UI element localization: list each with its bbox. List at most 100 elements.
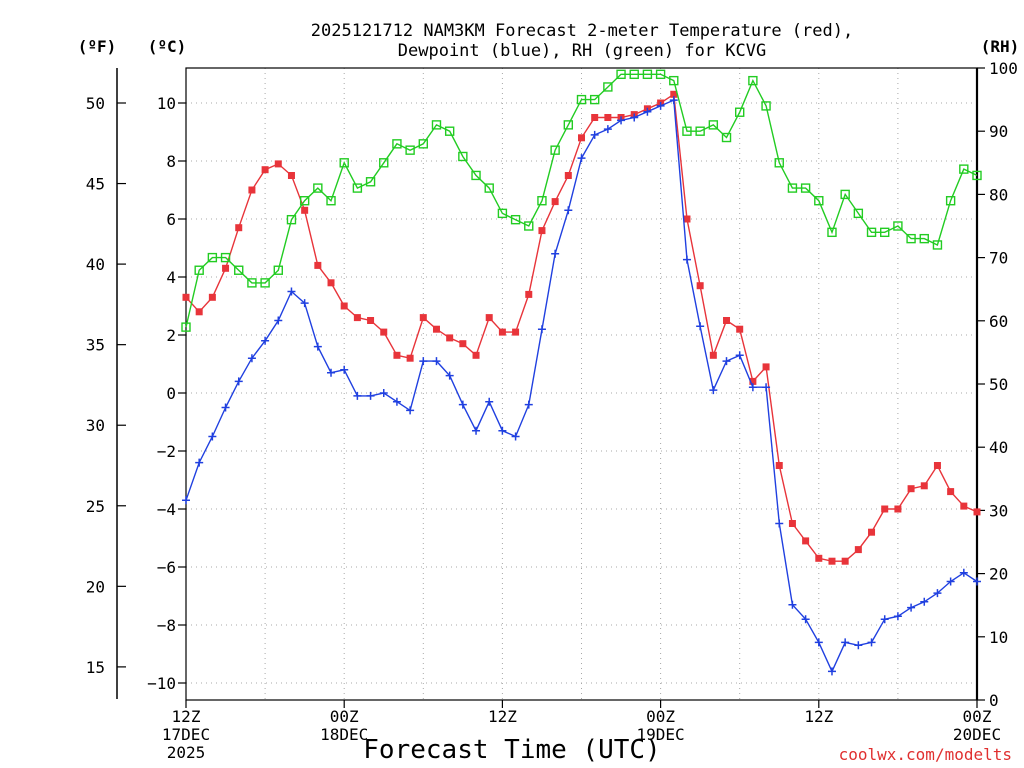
data-point [314, 261, 322, 269]
series-line [185, 99, 978, 674]
data-point [471, 170, 481, 181]
data-point [525, 290, 533, 298]
data-point [630, 113, 639, 122]
data-point [446, 334, 454, 342]
data-point [287, 172, 295, 179]
data-point [932, 240, 943, 250]
data-point [445, 371, 454, 380]
data-series [181, 69, 982, 676]
celsius-tick-label: 0 [166, 384, 176, 403]
data-point [866, 227, 877, 238]
celsius-unit-label: (ºC) [148, 37, 187, 56]
data-point [814, 196, 824, 206]
data-point [512, 328, 520, 336]
data-point [511, 432, 520, 441]
celsius-tick-label: −2 [157, 442, 176, 461]
rh-tick-label: 70 [989, 249, 1008, 268]
data-point [367, 317, 375, 324]
data-point [195, 458, 204, 467]
data-point [405, 145, 415, 155]
data-point [207, 252, 218, 263]
data-point [867, 638, 876, 647]
data-point [182, 496, 190, 505]
data-point [947, 488, 955, 496]
data-point [550, 145, 560, 155]
data-point [748, 75, 758, 86]
data-point [524, 400, 533, 409]
data-point [247, 278, 257, 288]
data-point [498, 328, 506, 336]
chart-title-line-1: 2025121712 NAM3KM Forecast 2-meter Tempe… [311, 21, 853, 41]
x-tick-label: 20DEC [953, 725, 1001, 744]
data-point [260, 278, 270, 288]
tick-labels: 1086420−2−4−6−8−105045403530252015100908… [86, 59, 1018, 762]
data-point [959, 568, 968, 577]
data-point [551, 249, 560, 258]
data-point [643, 107, 652, 116]
data-point [419, 314, 427, 322]
celsius-tick-label: −4 [157, 500, 176, 519]
rh-tick-label: 20 [989, 565, 1008, 584]
data-point [524, 221, 534, 231]
fahrenheit-unit-label: (ºF) [78, 37, 117, 56]
data-point [431, 120, 442, 130]
celsius-tick-label: −6 [157, 558, 176, 577]
fahrenheit-tick-label: 25 [86, 497, 105, 516]
data-point [748, 383, 757, 392]
data-point [485, 314, 493, 322]
data-point [907, 485, 915, 493]
rh-tick-label: 30 [989, 501, 1008, 520]
series-dewpoint [182, 96, 981, 676]
data-point [893, 221, 903, 231]
data-point [841, 638, 850, 647]
data-point [510, 214, 521, 225]
data-point [220, 252, 231, 263]
data-point [801, 615, 810, 624]
data-point [313, 342, 322, 351]
data-point [406, 406, 415, 415]
data-point [696, 322, 705, 331]
data-point [735, 351, 744, 360]
rh-tick-label: 60 [989, 312, 1008, 331]
data-point [841, 557, 849, 565]
data-point [722, 357, 731, 366]
celsius-tick-label: 4 [166, 268, 176, 287]
data-point [419, 357, 428, 366]
data-point [366, 391, 375, 400]
data-point [181, 322, 191, 332]
data-point [274, 160, 282, 168]
x-tick-label: 12Z [172, 707, 201, 726]
data-point [339, 158, 349, 168]
data-point [484, 183, 494, 193]
series-line [185, 93, 978, 562]
data-point [195, 308, 203, 316]
data-point [670, 90, 678, 98]
rh-tick-label: 40 [989, 438, 1008, 457]
rh-unit-label: (RH) [981, 37, 1020, 56]
grid-lines [186, 68, 977, 700]
data-point [327, 368, 336, 377]
data-point [854, 546, 862, 554]
data-point [261, 166, 269, 174]
data-point [365, 177, 376, 187]
data-point [800, 183, 811, 193]
data-point [814, 638, 823, 647]
x-tick-label: 12Z [488, 707, 517, 726]
data-point [603, 125, 612, 134]
series-relative-humidity [181, 69, 982, 332]
data-point [248, 186, 256, 194]
data-point [432, 325, 440, 333]
data-point [235, 224, 243, 232]
data-point [616, 69, 626, 80]
data-point [723, 317, 731, 324]
celsius-tick-label: 8 [166, 152, 176, 171]
fahrenheit-tick-label: 35 [86, 336, 105, 355]
data-point [286, 214, 297, 225]
data-point [802, 537, 810, 545]
celsius-tick-label: 2 [166, 326, 176, 345]
data-point [709, 386, 718, 395]
celsius-tick-label: −10 [147, 674, 176, 693]
rh-tick-label: 0 [989, 691, 999, 710]
data-point [959, 164, 969, 174]
x-tick-label: 00Z [646, 707, 675, 726]
